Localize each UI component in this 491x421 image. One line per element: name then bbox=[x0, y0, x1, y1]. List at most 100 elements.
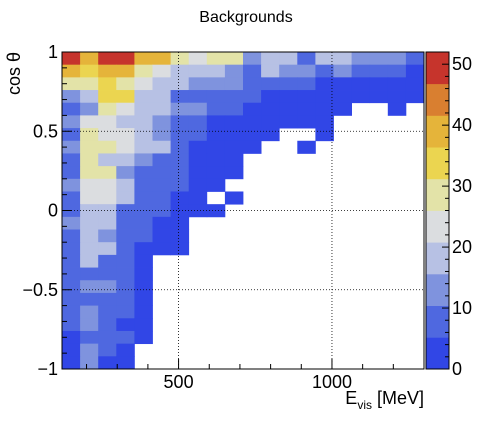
heatmap-cell bbox=[80, 343, 99, 357]
heatmap-cell bbox=[98, 77, 117, 91]
heatmap-cell bbox=[297, 64, 316, 78]
heatmap-cell bbox=[243, 102, 262, 116]
heatmap-cell bbox=[62, 280, 81, 294]
heatmap-cell bbox=[116, 64, 135, 78]
heatmap-cell bbox=[98, 330, 117, 345]
heatmap-cell bbox=[62, 153, 81, 167]
heatmap-cell bbox=[134, 229, 153, 243]
heatmap-cell bbox=[116, 140, 135, 154]
heatmap-cell bbox=[134, 64, 153, 78]
heatmap-cell bbox=[387, 102, 407, 116]
heatmap-cell bbox=[98, 140, 117, 154]
colorbar-segment bbox=[426, 273, 449, 306]
heatmap-cell bbox=[152, 128, 171, 142]
heatmap-cell bbox=[62, 102, 81, 116]
heatmap-cell bbox=[206, 52, 226, 66]
heatmap-cell bbox=[116, 267, 135, 281]
heatmap-cell bbox=[134, 292, 153, 306]
heatmap-cell bbox=[315, 52, 334, 66]
heatmap-cell bbox=[80, 242, 99, 256]
heatmap-cell bbox=[351, 90, 371, 104]
heatmap-cell bbox=[98, 153, 117, 167]
heatmap-cell bbox=[62, 77, 81, 91]
heatmap-cell bbox=[351, 77, 371, 91]
x-axis-label-main: E bbox=[345, 388, 357, 408]
heatmap-cell bbox=[98, 318, 117, 332]
heatmap-cell bbox=[98, 280, 117, 294]
heatmap-cell bbox=[116, 153, 135, 167]
heatmap-cell bbox=[116, 254, 135, 268]
heatmap-cell bbox=[116, 292, 135, 306]
heatmap-cell bbox=[80, 115, 99, 129]
heatmap-cell bbox=[80, 178, 99, 192]
heatmap-cell bbox=[405, 90, 425, 104]
heatmap-cell bbox=[98, 128, 117, 142]
colorbar-tick-label: 50 bbox=[452, 54, 472, 74]
heatmap-cell bbox=[170, 191, 190, 205]
heatmap-cell bbox=[134, 305, 153, 319]
heatmap-cell bbox=[116, 77, 135, 91]
grid-lines bbox=[62, 52, 424, 369]
heatmap-cell bbox=[62, 318, 81, 332]
heatmap-cell bbox=[80, 166, 99, 180]
heatmap-cell bbox=[80, 229, 99, 243]
heatmap-cell bbox=[98, 52, 117, 66]
heatmap-cell bbox=[80, 191, 99, 205]
heatmap-cell bbox=[279, 90, 298, 104]
x-tick-label: 1000 bbox=[312, 372, 352, 392]
heatmap-cell bbox=[62, 115, 81, 129]
heatmap-cell bbox=[152, 216, 171, 230]
heatmap-cell bbox=[170, 229, 190, 243]
heatmap-cell bbox=[134, 318, 153, 332]
heatmap-cell bbox=[98, 64, 117, 78]
heatmap-cell bbox=[152, 115, 171, 129]
heatmap-cell bbox=[80, 128, 99, 142]
heatmap-cell bbox=[261, 77, 280, 91]
heatmap-cell bbox=[134, 242, 153, 256]
heatmap-cell bbox=[333, 64, 352, 78]
heatmap-cell bbox=[224, 90, 244, 104]
heatmap-cell bbox=[206, 153, 226, 167]
heatmap-cell bbox=[188, 52, 208, 66]
heatmap-cell bbox=[387, 77, 407, 91]
heatmap-cell bbox=[261, 52, 280, 66]
heatmap-cell bbox=[351, 52, 371, 66]
heatmap-cell bbox=[134, 216, 153, 230]
heatmap-cell bbox=[152, 64, 171, 78]
heatmap-cell bbox=[261, 128, 280, 142]
heatmap-cell bbox=[170, 166, 190, 180]
heatmap-cell bbox=[152, 166, 171, 180]
heatmap-cell bbox=[279, 115, 298, 129]
heatmap-cell bbox=[98, 191, 117, 205]
heatmap-cell bbox=[188, 77, 208, 91]
heatmap-cell bbox=[188, 153, 208, 167]
heatmap-cell bbox=[188, 166, 208, 180]
heatmap-cell bbox=[206, 77, 226, 91]
heatmap-cell bbox=[134, 140, 153, 154]
heatmap-cell bbox=[170, 216, 190, 230]
heatmap-cell bbox=[134, 77, 153, 91]
heatmap-cell bbox=[116, 90, 135, 104]
heatmap-cell bbox=[243, 115, 262, 129]
heatmap-cell bbox=[134, 52, 153, 66]
heatmap-cell bbox=[188, 140, 208, 154]
heatmap-cell bbox=[170, 128, 190, 142]
heatmap-cell bbox=[62, 292, 81, 306]
y-tick-labels: 1 0.5 0 −0.5 −1 bbox=[22, 42, 58, 379]
heatmap-cell bbox=[188, 128, 208, 142]
heatmap-cell bbox=[116, 242, 135, 256]
heatmap-cell bbox=[80, 330, 99, 345]
heatmap-cell bbox=[98, 115, 117, 129]
heatmap-cell bbox=[116, 229, 135, 243]
heatmap-cell bbox=[297, 140, 316, 154]
heatmap-cell bbox=[98, 267, 117, 281]
heatmap-cell bbox=[80, 77, 99, 91]
heatmap-cell bbox=[80, 90, 99, 104]
colorbar-segment bbox=[426, 178, 449, 211]
heatmap-cell bbox=[62, 343, 81, 357]
heatmap-cell bbox=[152, 52, 171, 66]
heatmap-cell bbox=[387, 64, 407, 78]
colorbar-tick-label: 10 bbox=[452, 298, 472, 318]
heatmap-cell bbox=[80, 52, 99, 66]
